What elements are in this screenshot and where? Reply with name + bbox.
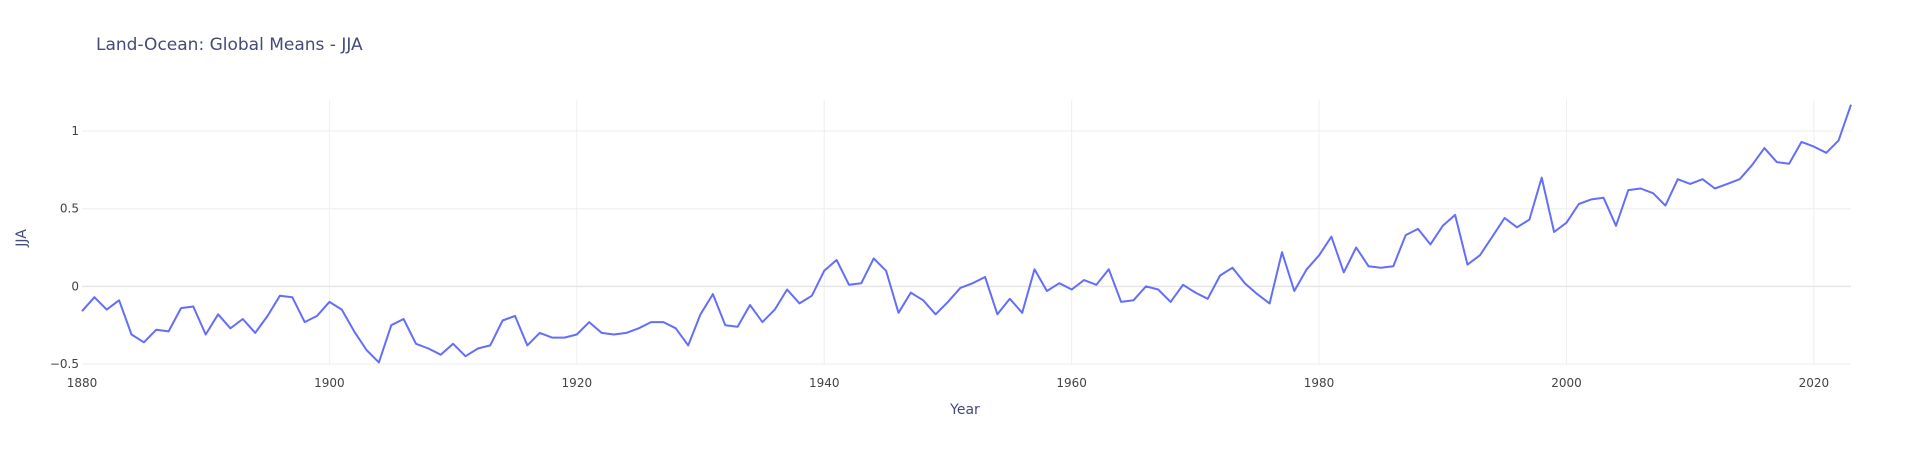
y-tick-label: −0.5: [50, 357, 79, 371]
x-tick-label: 1960: [1056, 376, 1087, 390]
grid: [82, 100, 1851, 365]
x-axis-label: Year: [949, 402, 980, 418]
y-tick-label: 0.5: [60, 202, 79, 216]
x-tick-label: 1980: [1304, 376, 1335, 390]
x-axis-ticks: 1880 1900 1920 1940 1960 1980 2000 2020: [67, 376, 1829, 390]
x-tick-label: 2020: [1799, 376, 1830, 390]
chart-title: Land-Ocean: Global Means - JJA: [96, 35, 363, 55]
y-axis-ticks: −0.5 0 0.5 1: [50, 124, 79, 371]
y-axis-label: JJA: [14, 229, 30, 248]
y-tick-label: 0: [71, 279, 79, 293]
y-tick-label: 1: [71, 124, 79, 138]
plot-area: [81, 104, 1852, 364]
x-tick-label: 2000: [1551, 376, 1582, 390]
x-tick-label: 1940: [809, 376, 840, 390]
series-line: [81, 104, 1852, 364]
x-tick-label: 1880: [67, 376, 98, 390]
x-tick-label: 1900: [314, 376, 345, 390]
x-tick-label: 1920: [562, 376, 593, 390]
